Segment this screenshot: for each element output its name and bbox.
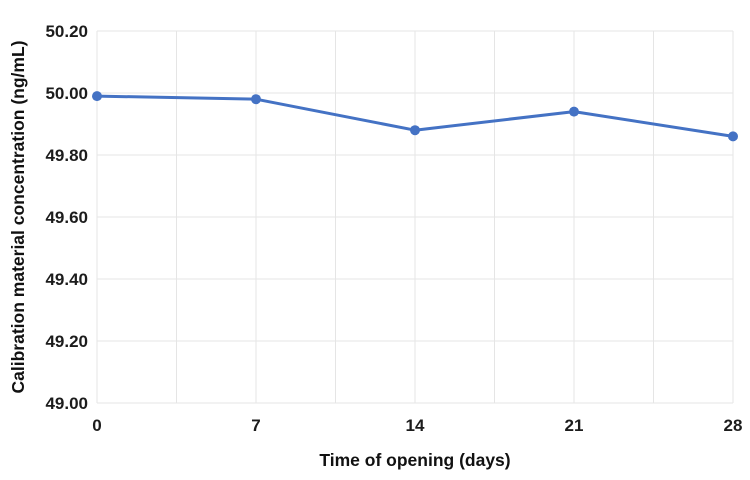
data-point-14days (410, 125, 420, 136)
y-tick-label: 50.20 (45, 22, 88, 41)
y-tick-label: 49.60 (45, 208, 88, 227)
y-axis-tick-labels: 49.00 49.20 49.40 49.60 49.80 50.00 50.20 (45, 22, 88, 413)
x-tick-label: 0 (92, 416, 101, 435)
data-point-28days (728, 131, 738, 142)
gridlines (96, 30, 734, 404)
data-point-21days (569, 106, 579, 117)
x-axis-title: Time of opening (days) (319, 450, 510, 470)
data-series (92, 91, 738, 142)
data-point-0days (92, 91, 102, 102)
y-tick-label: 49.00 (45, 394, 88, 413)
y-tick-label: 49.80 (45, 146, 88, 165)
y-tick-label: 50.00 (45, 84, 88, 103)
x-axis-tick-labels: 0 7 14 21 28 (92, 416, 742, 435)
y-tick-label: 49.20 (45, 332, 88, 351)
x-tick-label: 14 (406, 416, 425, 435)
y-axis-title: Calibration material concentration (ng/m… (8, 41, 28, 394)
data-point-7days (251, 94, 261, 105)
y-tick-label: 49.40 (45, 270, 88, 289)
x-tick-label: 7 (251, 416, 260, 435)
x-tick-label: 21 (565, 416, 584, 435)
x-tick-label: 28 (724, 416, 743, 435)
